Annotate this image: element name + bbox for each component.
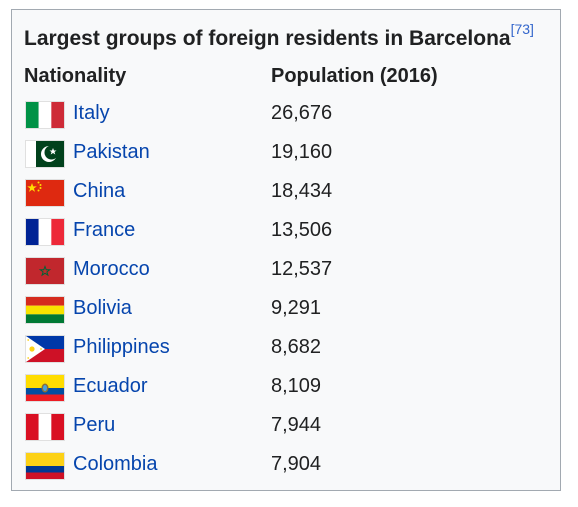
morocco-flag-icon[interactable]	[25, 257, 65, 285]
country-link[interactable]: Pakistan	[73, 141, 150, 163]
colombia-flag-icon[interactable]	[25, 452, 65, 480]
column-header-population: Population (2016)	[271, 65, 438, 87]
table-caption: Largest groups of foreign residents in B…	[24, 21, 534, 51]
table-row: China 18,434	[12, 174, 560, 213]
peru-flag-icon[interactable]	[25, 413, 65, 441]
country-link[interactable]: Ecuador	[73, 375, 148, 397]
country-link[interactable]: Philippines	[73, 336, 170, 358]
population-value: 12,537	[271, 258, 333, 280]
table-row: Colombia 7,904	[12, 447, 560, 486]
population-value: 8,109	[271, 375, 322, 397]
citation-link[interactable]: [73]	[510, 21, 534, 37]
france-flag-icon[interactable]	[25, 218, 65, 246]
country-link[interactable]: China	[73, 180, 126, 202]
italy-flag-icon[interactable]	[25, 101, 65, 129]
population-value: 19,160	[271, 141, 333, 163]
population-value: 7,944	[271, 414, 322, 436]
country-link[interactable]: Italy	[73, 102, 110, 124]
ecuador-flag-icon[interactable]	[25, 374, 65, 402]
table-row: Ecuador 8,109	[12, 369, 560, 408]
table-title: Largest groups of foreign residents in B…	[24, 27, 511, 50]
table-row: Italy 26,676	[12, 96, 560, 135]
bolivia-flag-icon[interactable]	[25, 296, 65, 324]
population-value: 8,682	[271, 336, 322, 358]
table-row: France 13,506	[12, 213, 560, 252]
table-row: Philippines 8,682	[12, 330, 560, 369]
column-header-nationality: Nationality	[24, 65, 127, 87]
philippines-flag-icon[interactable]	[25, 335, 65, 363]
table-row: Peru 7,944	[12, 408, 560, 447]
country-link[interactable]: Peru	[73, 414, 116, 436]
population-value: 13,506	[271, 219, 333, 241]
table-row: Morocco 12,537	[12, 252, 560, 291]
table-row: Pakistan 19,160	[12, 135, 560, 174]
population-value: 26,676	[271, 102, 333, 124]
population-value: 7,904	[271, 453, 322, 475]
country-link[interactable]: Colombia	[73, 453, 158, 475]
table-row: Bolivia 9,291	[12, 291, 560, 330]
country-link[interactable]: Morocco	[73, 258, 150, 280]
china-flag-icon[interactable]	[25, 179, 65, 207]
pakistan-flag-icon[interactable]	[25, 140, 65, 168]
country-link[interactable]: France	[73, 219, 136, 241]
country-link[interactable]: Bolivia	[73, 297, 132, 319]
population-value: 18,434	[271, 180, 333, 202]
foreign-residents-table: Largest groups of foreign residents in B…	[11, 9, 561, 491]
population-value: 9,291	[271, 297, 322, 319]
